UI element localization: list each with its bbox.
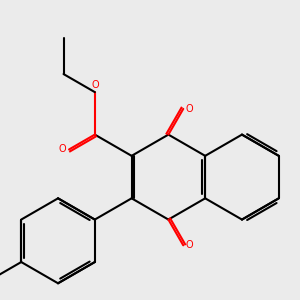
Text: O: O (58, 145, 66, 154)
Text: O: O (185, 240, 193, 250)
Text: O: O (91, 80, 99, 90)
Text: O: O (185, 104, 193, 114)
